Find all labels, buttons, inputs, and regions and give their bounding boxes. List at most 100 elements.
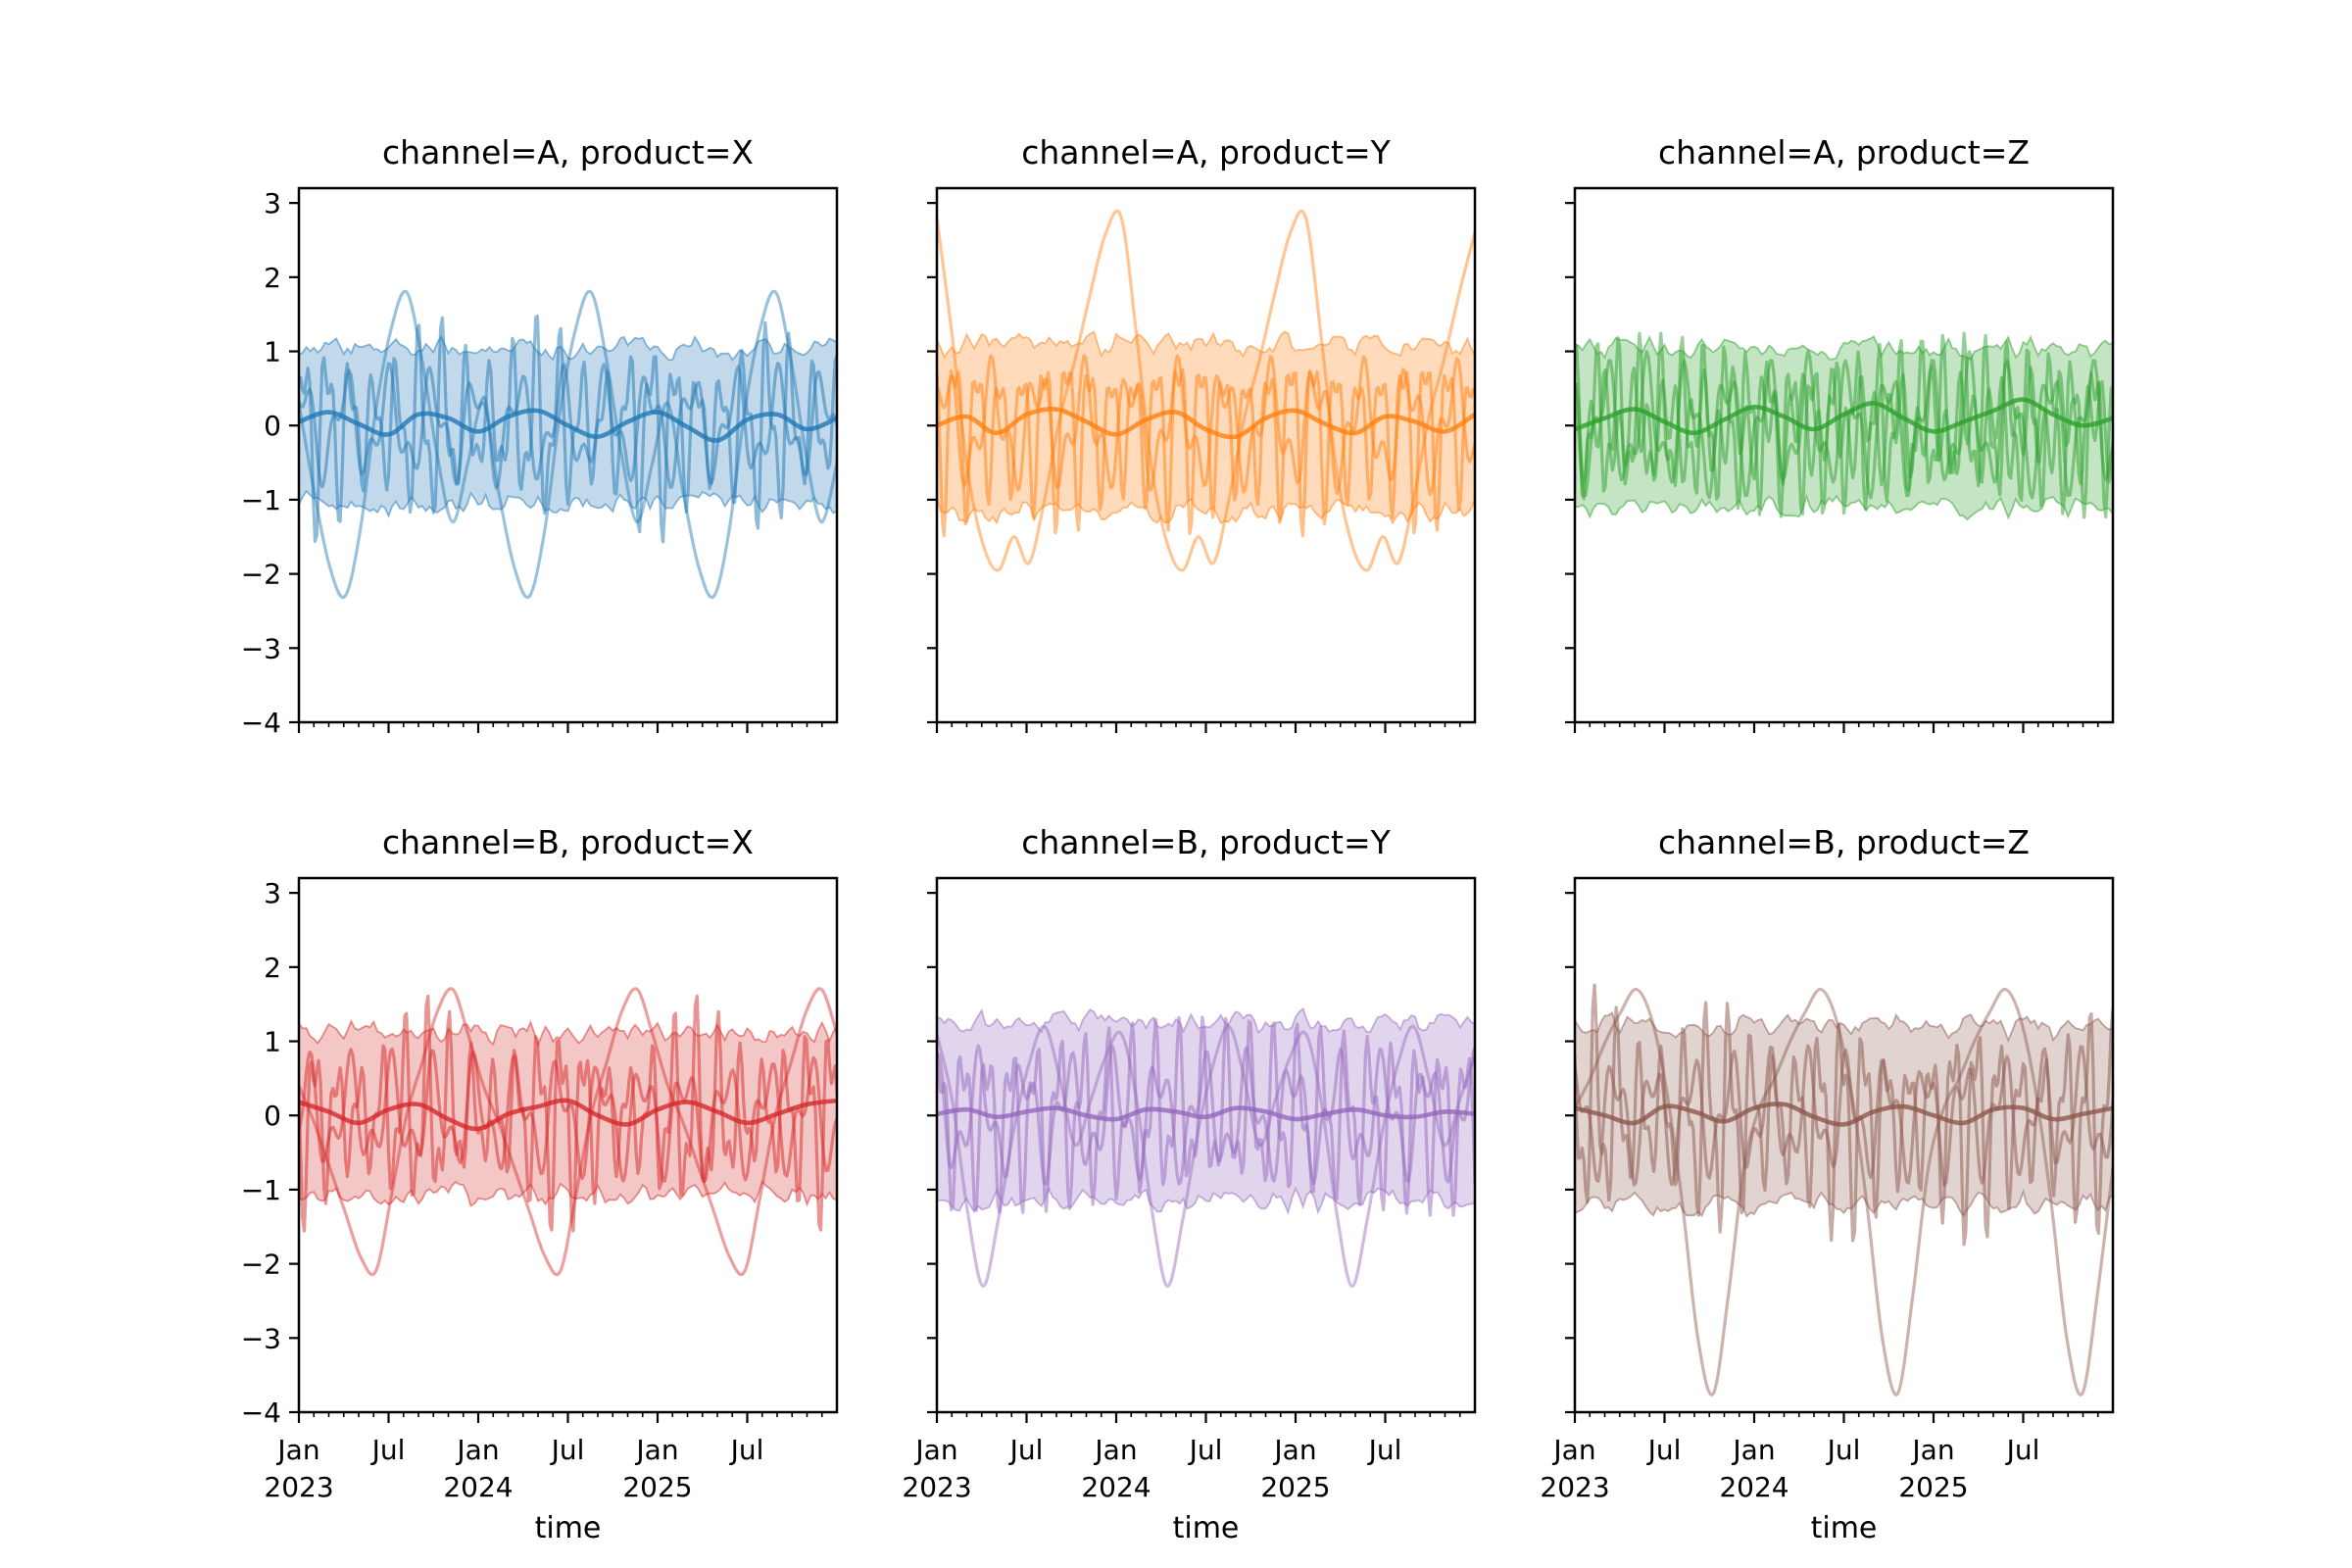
- band-edge-line: [299, 334, 837, 362]
- series-sample-1: [299, 994, 837, 1233]
- x-tick-label-month: Jul: [1367, 1434, 1402, 1466]
- y-tick-label: 1: [264, 336, 281, 368]
- y-tick-label: −4: [241, 707, 281, 739]
- x-axis-label: time: [1810, 1511, 1878, 1545]
- subplot-channel-b-product-z: channel=B, product=Z Jan 2023 Jul Jan 2024 Ju…: [1540, 823, 2115, 1545]
- x-axis-label: time: [1172, 1511, 1240, 1545]
- x-tick-label-month: Jan: [275, 1434, 319, 1466]
- plot-area: Jan 2023 Jul Jan 2024 Jul Jan 2025 Jul: [902, 876, 1477, 1503]
- subplot-channel-a-product-x: channel=A, product=X 3 2 1 0 −1 −2 −3 −4: [241, 133, 839, 739]
- subplot-channel-a-product-z: channel=A, product=Z: [1565, 133, 2115, 733]
- x-tick-label-month: Jul: [1826, 1434, 1861, 1466]
- axes-spines: [1573, 876, 2115, 1414]
- series-sample-3-seasonal: [299, 289, 837, 600]
- band-edge-line: [937, 498, 1475, 525]
- series-sample-3-seasonal: [1575, 987, 2113, 1396]
- x-tick-label-month: Jul: [1008, 1434, 1044, 1466]
- band-edge-line: [1575, 1011, 2113, 1044]
- y-tick-label: 2: [264, 262, 281, 294]
- series-ensemble-mean: [299, 1098, 837, 1132]
- plot-area: [1565, 186, 2115, 733]
- band-edge-line: [937, 330, 1475, 360]
- series-ensemble-mean: [299, 408, 837, 443]
- x-tick-label-month: Jan: [455, 1434, 499, 1466]
- series-sample-2: [937, 1044, 1475, 1186]
- x-tick-label-year: 2024: [1081, 1471, 1151, 1503]
- series-ensemble-mean: [937, 406, 1475, 440]
- series-ensemble-mean: [937, 1105, 1475, 1122]
- y-tick-label: 0: [264, 1100, 281, 1132]
- y-tick-label: 3: [264, 877, 281, 909]
- x-tick-label-month: Jul: [550, 1434, 585, 1466]
- y-tick-label: −2: [241, 559, 281, 591]
- x-axis-label: time: [534, 1511, 602, 1545]
- x-tick-label-month: Jul: [729, 1434, 764, 1466]
- subplot-title: channel=B, product=Z: [1657, 823, 2031, 861]
- x-tick-label-month: Jan: [913, 1434, 957, 1466]
- x-tick-label-year: 2024: [443, 1471, 513, 1503]
- band-edge-line: [299, 1179, 837, 1207]
- x-tick-label-month: Jan: [1272, 1434, 1316, 1466]
- band-edge-line: [937, 1006, 1475, 1034]
- series-ensemble-mean: [1575, 397, 2113, 436]
- subplot-channel-b-product-y: channel=B, product=Y Jan 2023 Jul Jan 2024 Ju…: [902, 823, 1477, 1545]
- series-sample-3-seasonal: [937, 1024, 1475, 1288]
- y-tick-label: −1: [241, 1174, 281, 1206]
- subplot-title: channel=A, product=Z: [1658, 133, 2030, 172]
- x-tick-label-month: Jul: [1646, 1434, 1682, 1466]
- x-tick-label-year: 2025: [1898, 1471, 1968, 1503]
- plot-area: 3 2 1 0 −1 −2 −3 −4 Jan 2023 Jul Jan 2024 Jul Jan 2025 J…: [241, 876, 839, 1503]
- axes-spines: [935, 186, 1477, 724]
- x-tick-label-month: Jan: [1093, 1434, 1137, 1466]
- y-tick-label: −1: [241, 484, 281, 516]
- band-edge-line: [299, 489, 837, 518]
- series-sample-2: [1575, 350, 2113, 500]
- x-tick-label-month: Jul: [370, 1434, 406, 1466]
- plot-area: [927, 186, 1477, 733]
- x-tick-label-month: Jul: [2005, 1434, 2040, 1466]
- series-sample-3-seasonal: [937, 209, 1475, 572]
- x-tick-label-year: 2025: [622, 1471, 692, 1503]
- axes-spines: [297, 876, 839, 1414]
- x-tick-label-month: Jan: [1731, 1434, 1775, 1466]
- band-edge-line: [1575, 1188, 2113, 1218]
- x-tick-label-year: 2023: [902, 1471, 971, 1503]
- series-sample-3-seasonal: [299, 987, 837, 1277]
- x-tick-label-year: 2024: [1719, 1471, 1788, 1503]
- x-tick-label-year: 2025: [1260, 1471, 1330, 1503]
- x-tick-label-year: 2023: [1540, 1471, 1609, 1503]
- y-tick-label: −2: [241, 1249, 281, 1281]
- series-sample-2: [937, 354, 1475, 497]
- subplot-title: channel=A, product=Y: [1021, 133, 1391, 172]
- y-tick-label: −3: [241, 632, 281, 664]
- series-ensemble-mean: [1575, 1102, 2113, 1127]
- subplot-channel-b-product-x: channel=B, product=X 3 2 1 0 −1 −2 −3 −4 Jan 2023…: [241, 823, 839, 1545]
- x-tick-label-month: Jan: [1551, 1434, 1595, 1466]
- band-edge-line: [299, 1018, 837, 1049]
- axes-spines: [297, 186, 839, 724]
- series-sample-3: [1575, 365, 2113, 486]
- plot-area: Jan 2023 Jul Jan 2024 Jul Jan 2025 Jul: [1540, 876, 2115, 1503]
- subplot-title: channel=B, product=X: [381, 823, 755, 861]
- plot-area: 3 2 1 0 −1 −2 −3 −4: [241, 186, 839, 739]
- y-tick-label: 0: [264, 410, 281, 442]
- x-tick-label-month: Jul: [1188, 1434, 1223, 1466]
- x-tick-label-month: Jan: [1910, 1434, 1954, 1466]
- subplot-title: channel=B, product=Y: [1021, 823, 1391, 861]
- x-tick-label-month: Jan: [634, 1434, 678, 1466]
- axis-ticks: [927, 202, 1461, 733]
- axes-spines: [935, 876, 1477, 1414]
- series-sample-1: [937, 368, 1475, 538]
- y-tick-label: −3: [241, 1322, 281, 1354]
- band-edge-line: [1575, 334, 2113, 361]
- axes-spines: [1573, 186, 2115, 724]
- series-sample-1: [937, 1015, 1475, 1217]
- y-tick-label: 2: [264, 952, 281, 984]
- series-sample-2: [299, 362, 837, 490]
- series-sample-1: [299, 315, 837, 544]
- subplot-channel-a-product-y: channel=A, product=Y: [927, 133, 1477, 733]
- y-tick-label: 1: [264, 1026, 281, 1058]
- x-tick-label-year: 2023: [264, 1471, 333, 1503]
- series-sample-2: [299, 1047, 837, 1183]
